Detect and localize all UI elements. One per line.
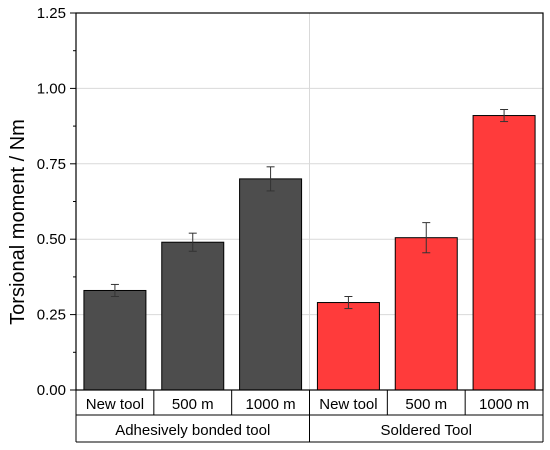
y-tick-label-1: 0.25 <box>37 307 66 324</box>
bar-1 <box>161 241 225 391</box>
x-category-label-2: 1000 m <box>246 396 296 413</box>
x-category-label-3: New tool <box>319 396 377 413</box>
bar-0 <box>83 289 147 391</box>
x-category-label-0: New tool <box>86 396 144 413</box>
y-axis: 0.00 0.25 0.50 0.75 1.00 1.25 <box>37 5 76 399</box>
x-category-label-4: 500 m <box>405 396 447 413</box>
bars <box>83 109 536 391</box>
x-category-label-5: 1000 m <box>479 396 529 413</box>
bar-2 <box>239 178 303 391</box>
y-tick-label-2: 0.50 <box>37 231 66 248</box>
x-group-label-0: Adhesively bonded tool <box>115 422 270 439</box>
y-tick-label-5: 1.25 <box>37 5 66 22</box>
x-axis-table: New tool 500 m 1000 m New tool 500 m 1000 m Ad… <box>75 390 544 443</box>
y-tick-label-4: 1.00 <box>37 80 66 97</box>
y-tick-label-0: 0.00 <box>37 382 66 399</box>
y-axis-label: Torsional moment / Nm <box>7 119 29 325</box>
bar-5 <box>472 115 536 391</box>
bar-4 <box>394 237 458 391</box>
x-group-label-1: Soldered Tool <box>381 422 472 439</box>
y-tick-label-3: 0.75 <box>37 156 66 173</box>
x-category-label-1: 500 m <box>172 396 214 413</box>
bar-3 <box>316 302 380 391</box>
